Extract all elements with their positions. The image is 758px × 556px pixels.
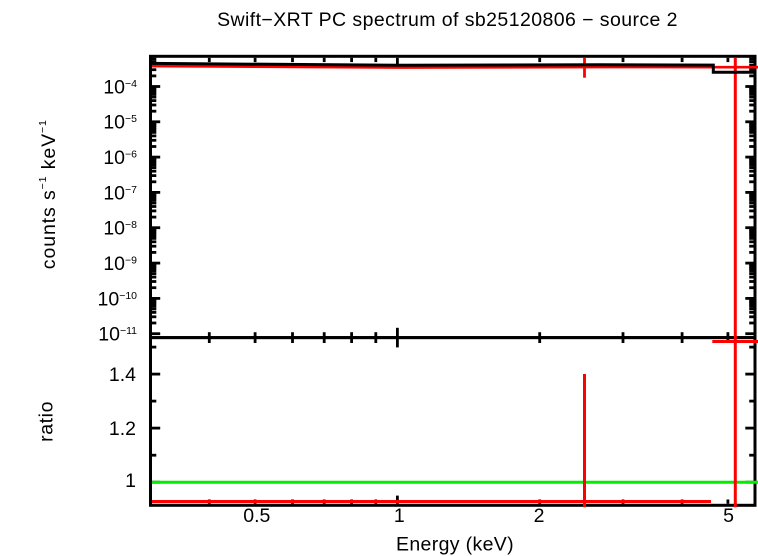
svg-text:1.2: 1.2 [109,418,136,440]
svg-text:1.4: 1.4 [109,364,136,386]
svg-text:1: 1 [125,470,136,492]
svg-text:0.5: 0.5 [243,505,270,527]
svg-text:Swift−XRT PC spectrum of sb251: Swift−XRT PC spectrum of sb25120806 − so… [217,9,678,31]
svg-text:1: 1 [394,505,405,527]
svg-text:Energy (keV): Energy (keV) [396,533,514,555]
svg-text:2: 2 [534,505,545,527]
svg-text:5: 5 [723,505,734,527]
svg-text:ratio: ratio [35,401,57,442]
svg-text:counts s−1 keV−1: counts s−1 keV−1 [37,119,60,269]
